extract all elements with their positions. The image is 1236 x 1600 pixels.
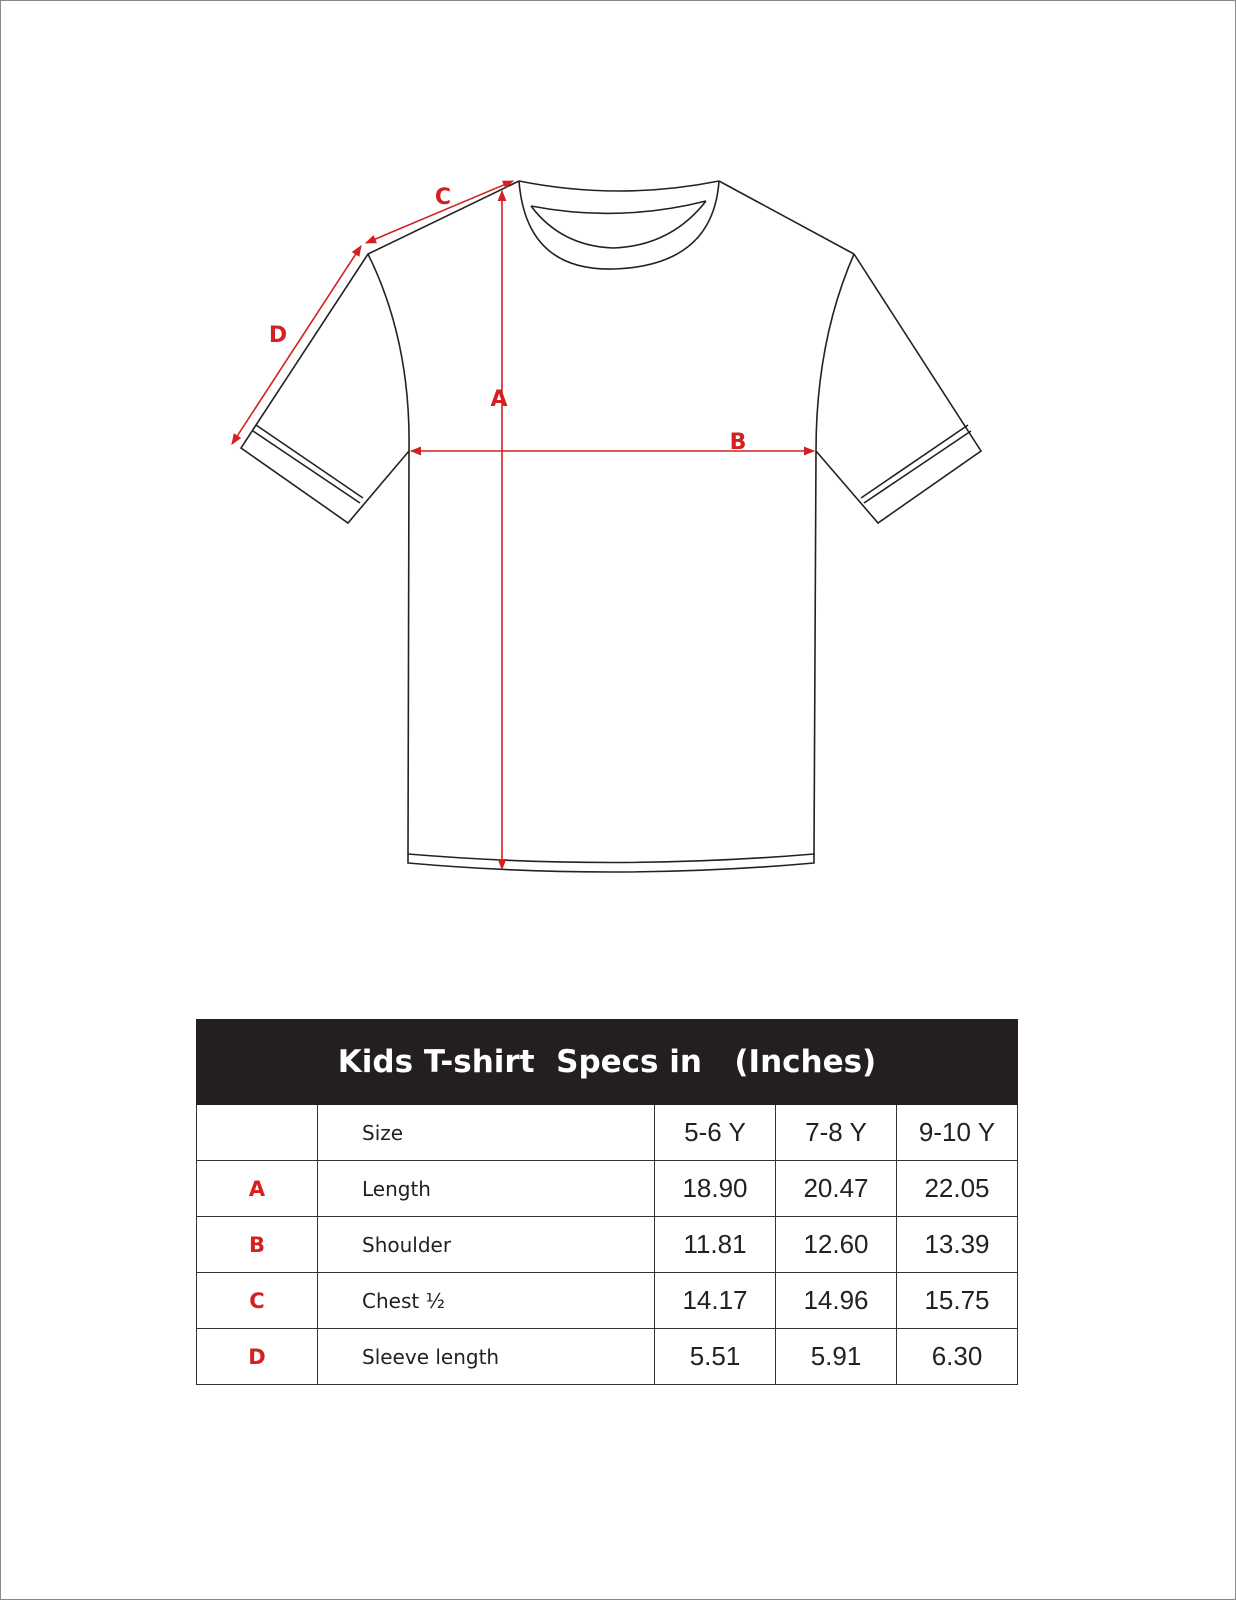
tshirt-outline bbox=[239, 180, 983, 873]
collar-outer bbox=[518, 180, 720, 270]
size-label: Size bbox=[317, 1104, 655, 1161]
table-row: B Shoulder 11.81 12.60 13.39 bbox=[196, 1216, 1018, 1273]
row-value: 11.81 bbox=[654, 1216, 776, 1273]
collar-inner bbox=[530, 200, 707, 249]
label-b: B bbox=[730, 430, 747, 455]
table-title: Kids T-shirt Specs in (Inches) bbox=[196, 1019, 1018, 1105]
arrow-d bbox=[231, 245, 362, 445]
row-value: 5.51 bbox=[654, 1328, 776, 1385]
row-letter: C bbox=[196, 1272, 318, 1329]
table-row: C Chest ½ 14.17 14.96 15.75 bbox=[196, 1272, 1018, 1329]
label-d: D bbox=[269, 323, 287, 348]
row-value: 6.30 bbox=[896, 1328, 1018, 1385]
size-header-row: Size 5-6 Y 7-8 Y 9-10 Y bbox=[196, 1104, 1018, 1161]
tshirt-body bbox=[239, 180, 983, 864]
row-name: Chest ½ bbox=[317, 1272, 655, 1329]
row-value: 5.91 bbox=[775, 1328, 897, 1385]
row-value: 13.39 bbox=[896, 1216, 1018, 1273]
row-value: 22.05 bbox=[896, 1160, 1018, 1217]
arrow-c bbox=[364, 180, 515, 244]
row-value: 14.96 bbox=[775, 1272, 897, 1329]
row-value: 15.75 bbox=[896, 1272, 1018, 1329]
row-value: 12.60 bbox=[775, 1216, 897, 1273]
right-cuff bbox=[860, 424, 972, 504]
row-name: Shoulder bbox=[317, 1216, 655, 1273]
row-value: 18.90 bbox=[654, 1160, 776, 1217]
table-title-row: Kids T-shirt Specs in (Inches) bbox=[196, 1019, 1018, 1105]
size-header: 5-6 Y bbox=[654, 1104, 776, 1161]
row-name: Length bbox=[317, 1160, 655, 1217]
row-letter: D bbox=[196, 1328, 318, 1385]
row-value: 20.47 bbox=[775, 1160, 897, 1217]
left-cuff bbox=[252, 424, 364, 504]
row-letter: B bbox=[196, 1216, 318, 1273]
label-c: C bbox=[435, 185, 451, 210]
table-row: A Length 18.90 20.47 22.05 bbox=[196, 1160, 1018, 1217]
row-letter: A bbox=[196, 1160, 318, 1217]
row-name: Sleeve length bbox=[317, 1328, 655, 1385]
table-row: D Sleeve length 5.51 5.91 6.30 bbox=[196, 1328, 1018, 1385]
spec-table: Kids T-shirt Specs in (Inches) Size 5-6 … bbox=[196, 1019, 1018, 1385]
size-header: 9-10 Y bbox=[896, 1104, 1018, 1161]
size-header: 7-8 Y bbox=[775, 1104, 897, 1161]
row-value: 14.17 bbox=[654, 1272, 776, 1329]
tshirt-diagram: A B C D bbox=[231, 180, 983, 873]
measure-arrows bbox=[231, 180, 816, 871]
empty-cell bbox=[196, 1104, 318, 1161]
label-a: A bbox=[490, 387, 507, 412]
collar-back bbox=[518, 180, 720, 215]
hem-line bbox=[407, 854, 815, 873]
